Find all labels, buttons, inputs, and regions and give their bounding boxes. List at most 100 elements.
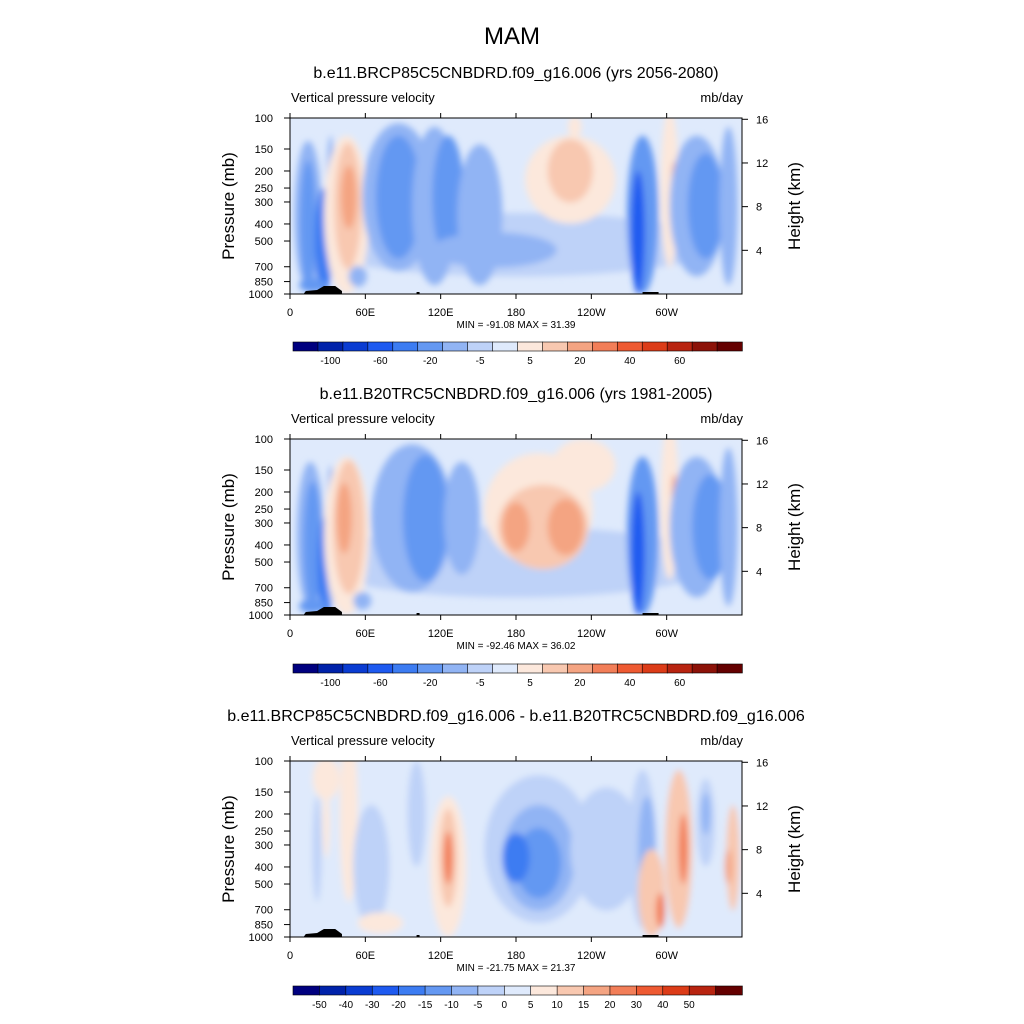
colorbar-label: -5 — [473, 1000, 482, 1011]
x-tick-label: 60W — [655, 950, 678, 962]
contour-region — [339, 761, 358, 902]
colorbar-label: -15 — [418, 1000, 433, 1011]
panel-title: b.e11.BRCP85C5CNBDRD.f09_g16.006 (yrs 20… — [313, 65, 718, 82]
panel-3: b.e11.BRCP85C5CNBDRD.f09_g16.006 - b.e11… — [219, 708, 805, 1011]
colorbar-label: -10 — [444, 1000, 459, 1011]
colorbar-box — [517, 341, 544, 352]
contour-region — [726, 805, 740, 911]
contour-region — [336, 483, 352, 554]
colorbar-label: -100 — [320, 356, 340, 367]
y2-tick-label: 12 — [756, 801, 768, 813]
y2-tick-label: 16 — [756, 435, 768, 447]
y2-tick-label: 16 — [756, 757, 768, 769]
y-tick-label: 250 — [255, 504, 273, 516]
colorbar-box — [716, 663, 743, 674]
panel-title: b.e11.BRCP85C5CNBDRD.f09_g16.006 - b.e11… — [227, 708, 805, 725]
contour-region — [665, 769, 693, 929]
x-tick-label: 60E — [356, 307, 376, 319]
x-tick-label: 60E — [356, 950, 376, 962]
contour-region — [432, 135, 465, 259]
contour-region — [687, 153, 724, 259]
colorbar-box — [417, 663, 444, 674]
colorbar-box — [317, 663, 344, 674]
topography-mask — [303, 286, 659, 294]
y-tick-label: 1000 — [249, 610, 273, 622]
min-max-stats: MIN = -92.46 MAX = 36.02 — [457, 641, 576, 652]
colorbar-box — [688, 985, 717, 996]
colorbar-box — [345, 985, 373, 996]
x-tick-label: 60E — [356, 628, 376, 640]
y-tick-label: 200 — [255, 487, 273, 499]
contour-region — [303, 481, 322, 608]
y-tick-label: 200 — [255, 809, 273, 821]
contour-region — [724, 849, 733, 885]
colorbar-label: 50 — [684, 1000, 696, 1011]
contour-region — [547, 498, 584, 556]
colorbar-box — [666, 663, 693, 674]
x-tick-label: 180 — [507, 950, 525, 962]
x-tick-label: 60W — [655, 307, 678, 319]
contour-region — [631, 170, 645, 294]
colorbar-box — [592, 341, 618, 352]
colorbar-box — [616, 341, 643, 352]
colorbar-box — [530, 985, 558, 996]
y-tick-label: 1000 — [249, 932, 273, 944]
y-tick-label: 500 — [255, 879, 273, 891]
x-tick-label: 120E — [428, 307, 454, 319]
colorbar-label: 60 — [674, 678, 686, 689]
colorbar-box — [691, 341, 718, 352]
y2-tick-label: 8 — [756, 523, 762, 535]
colorbar-label: -40 — [339, 1000, 354, 1011]
y-tick-label: 400 — [255, 540, 273, 552]
contour-region — [312, 761, 340, 800]
x-tick-label: 60W — [655, 628, 678, 640]
colorbar-box — [292, 663, 319, 674]
contour-region — [312, 796, 322, 902]
colorbar-box — [317, 341, 344, 352]
colorbar-box — [371, 985, 400, 996]
colorbar-box — [567, 341, 594, 352]
colorbar-box — [424, 985, 453, 996]
x-tick-label: 120W — [577, 950, 606, 962]
colorbar-box — [592, 663, 618, 674]
colorbar-label: -60 — [373, 678, 388, 689]
y-tick-label: 500 — [255, 557, 273, 569]
topography-mask — [303, 929, 659, 937]
y-tick-label: 100 — [255, 113, 273, 125]
colorbar-label: 20 — [604, 1000, 616, 1011]
contour-region — [443, 461, 480, 575]
contour-region — [701, 792, 711, 835]
colorbar-box — [467, 341, 494, 352]
colorbar-label: -5 — [476, 678, 485, 689]
y2-tick-label: 16 — [756, 114, 768, 126]
y-tick-label: 300 — [255, 518, 273, 530]
contour-field — [290, 118, 742, 294]
contour-region — [341, 165, 357, 229]
y-axis-title: Pressure (mb) — [219, 152, 238, 260]
colorbar-label: 10 — [552, 1000, 564, 1011]
contour-region — [567, 118, 582, 138]
contour-region — [547, 139, 593, 203]
colorbar-label: -20 — [423, 678, 438, 689]
colorbar-box — [641, 341, 668, 352]
colorbar-label: 5 — [527, 678, 533, 689]
colorbar-label: -5 — [476, 356, 485, 367]
colorbar: -100 -60 -20 -5 5 20 40 60 — [292, 663, 743, 689]
colorbar-label: 20 — [574, 678, 586, 689]
colorbar-label: -20 — [391, 1000, 406, 1011]
y-tick-label: 700 — [255, 262, 273, 274]
y2-tick-label: 12 — [756, 158, 768, 170]
contour-region — [375, 135, 422, 259]
contour-region — [692, 474, 729, 580]
y-tick-label: 1000 — [249, 289, 273, 301]
topography-mask — [303, 607, 659, 615]
colorbar-label: -30 — [365, 1000, 380, 1011]
colorbar-box — [342, 663, 369, 674]
colorbar-box — [715, 985, 743, 996]
colorbar-box — [442, 341, 469, 352]
y2-tick-label: 4 — [756, 888, 762, 900]
min-max-stats: MIN = -21.75 MAX = 21.37 — [457, 963, 576, 974]
x-tick-label: 120W — [577, 307, 606, 319]
colorbar-box — [542, 341, 569, 352]
